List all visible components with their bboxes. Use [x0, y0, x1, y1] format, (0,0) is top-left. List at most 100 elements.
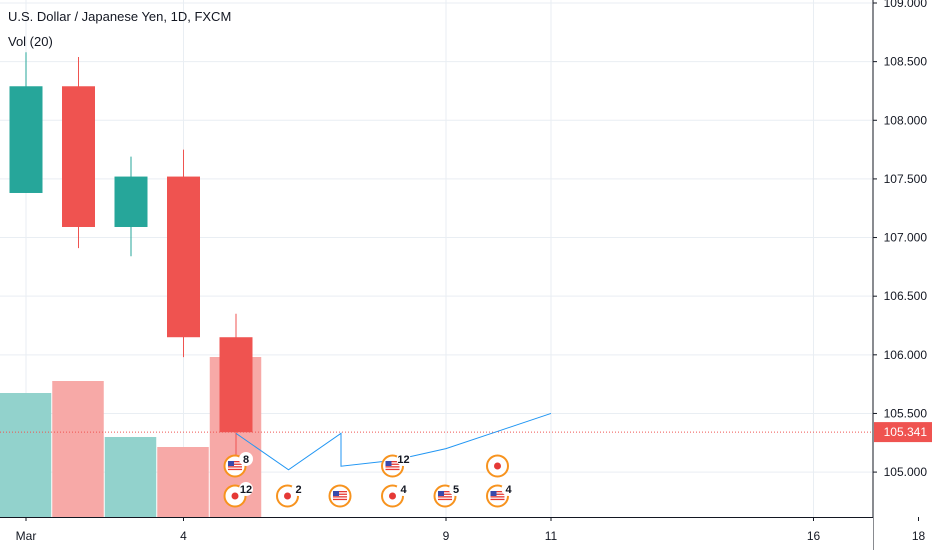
flag-canton-8 — [490, 491, 497, 496]
event-count-bg-1 — [239, 482, 253, 496]
time-axis[interactable]: Mar4911161823 — [0, 517, 932, 550]
price-tick-label-7: 105.500 — [884, 406, 928, 420]
flag-stripe-3-2 — [333, 496, 347, 498]
flag-stripe-0-2 — [228, 466, 242, 468]
flag-stripe-8-2 — [490, 496, 505, 498]
flag-6 — [438, 491, 452, 501]
flag-0 — [228, 461, 242, 471]
flag-4 — [385, 461, 400, 471]
event-count-label-4: 12 — [397, 454, 409, 466]
candle-0 — [9, 52, 43, 193]
flag-8 — [490, 491, 505, 501]
price-axis-bg — [873, 0, 932, 550]
time-tick-label-4: 16 — [807, 529, 821, 543]
flag-stripe-6-1 — [438, 493, 452, 495]
flag-stripe-8-0 — [490, 491, 505, 493]
price-tick-label-3: 107.500 — [884, 172, 928, 186]
time-tick-label-1: 4 — [180, 529, 187, 543]
flag-canton-0 — [228, 461, 234, 466]
flag-3 — [333, 491, 347, 501]
candle-body-0 — [9, 86, 43, 193]
flag-stripe-3-3 — [333, 498, 347, 501]
us-flag-icon[interactable] — [328, 484, 352, 508]
event-dot-5 — [389, 492, 396, 500]
flag-stripe-3-0 — [333, 491, 347, 493]
time-tick-label-3: 11 — [545, 529, 558, 543]
flag-canton-4 — [385, 461, 392, 466]
current-price-badge: 105.341 — [874, 422, 932, 443]
event-count-label-0: 8 — [243, 454, 249, 466]
event-dot-icon[interactable] — [486, 454, 509, 478]
time-tick-label-0: Mar — [16, 529, 37, 543]
projection-polyline — [235, 412, 552, 471]
volume-bar-0 — [0, 393, 52, 517]
event-count-label-6: 5 — [453, 484, 459, 496]
us-flag-icon[interactable]: 12 — [381, 452, 411, 478]
flag-stripe-6-3 — [438, 498, 452, 501]
event-count-bg-8 — [501, 482, 516, 496]
event-dot-1 — [231, 492, 239, 500]
flag-stripe-6-2 — [438, 496, 452, 498]
event-count-bg-5 — [396, 482, 411, 496]
flag-stripe-0-1 — [228, 463, 242, 465]
candle-body-2 — [114, 176, 148, 227]
candle-body-4 — [219, 337, 253, 433]
candle-3 — [167, 149, 200, 358]
flag-field-0 — [228, 461, 242, 471]
volume-indicator-label[interactable]: Vol (20) — [8, 34, 53, 49]
event-dot-icon[interactable]: 2 — [276, 482, 306, 508]
candlesticks — [9, 52, 253, 470]
flag-stripe-4-2 — [385, 466, 400, 468]
price-axis[interactable]: 109.000 108.500 108.000 107.500 107.000 106.5… — [872, 0, 932, 550]
flag-stripe-0-0 — [228, 461, 242, 463]
us-flag-icon[interactable]: 5 — [433, 482, 464, 508]
flag-field-6 — [438, 491, 452, 501]
projection-line — [235, 412, 552, 471]
price-tick-label-2: 108.000 — [884, 113, 928, 127]
flag-stripe-6-0 — [438, 491, 452, 493]
event-count-bg-0 — [239, 452, 253, 466]
flag-canton-6 — [438, 491, 444, 496]
candle-body-3 — [167, 176, 200, 338]
price-tick-label-1: 108.500 — [884, 55, 928, 69]
event-count-label-2: 2 — [295, 484, 301, 496]
candle-body-1 — [62, 86, 95, 227]
us-flag-icon[interactable]: 8 — [223, 452, 254, 478]
flag-field-8 — [490, 491, 505, 501]
price-tick-label-4: 107.000 — [884, 231, 928, 245]
candle-2 — [114, 156, 148, 257]
price-tick-label-0: 109.000 — [884, 0, 928, 10]
price-tick-label-5: 106.500 — [884, 289, 928, 303]
volume-bar-3 — [157, 447, 209, 517]
time-axis-bg — [0, 518, 873, 550]
flag-stripe-4-1 — [385, 463, 400, 465]
event-dot-icon[interactable]: 4 — [381, 482, 411, 508]
event-dot-7 — [494, 462, 501, 470]
economic-events: 8 12 2 12 4 5 4 — [223, 452, 516, 508]
flag-field-3 — [333, 491, 347, 501]
chart-grid — [0, 0, 919, 517]
flag-stripe-0-3 — [228, 468, 242, 471]
flag-stripe-8-3 — [490, 498, 505, 501]
event-count-bg-4 — [396, 452, 411, 466]
price-tick-label-6: 106.000 — [884, 348, 928, 362]
price-tick-label-8: 105.000 — [884, 465, 928, 479]
candle-1 — [62, 56, 95, 249]
flag-stripe-4-0 — [385, 461, 400, 463]
flag-stripe-8-1 — [490, 493, 505, 495]
current-price-badge-label: 105.341 — [884, 425, 928, 439]
event-count-bg-2 — [291, 482, 306, 496]
event-count-label-1: 12 — [240, 484, 252, 496]
flag-canton-3 — [333, 491, 339, 496]
chart-title: U.S. Dollar / Japanese Yen, 1D, FXCM — [8, 9, 232, 24]
event-dot-icon[interactable]: 12 — [223, 482, 254, 508]
time-tick-label-2: 9 — [443, 529, 450, 543]
volume-bar-1 — [52, 381, 104, 517]
event-count-label-5: 4 — [400, 484, 407, 496]
candle-4 — [219, 313, 253, 470]
volume-bar-2 — [104, 437, 157, 517]
flag-stripe-4-3 — [385, 468, 400, 471]
us-flag-icon[interactable]: 4 — [486, 482, 516, 508]
flag-stripe-3-1 — [333, 493, 347, 495]
